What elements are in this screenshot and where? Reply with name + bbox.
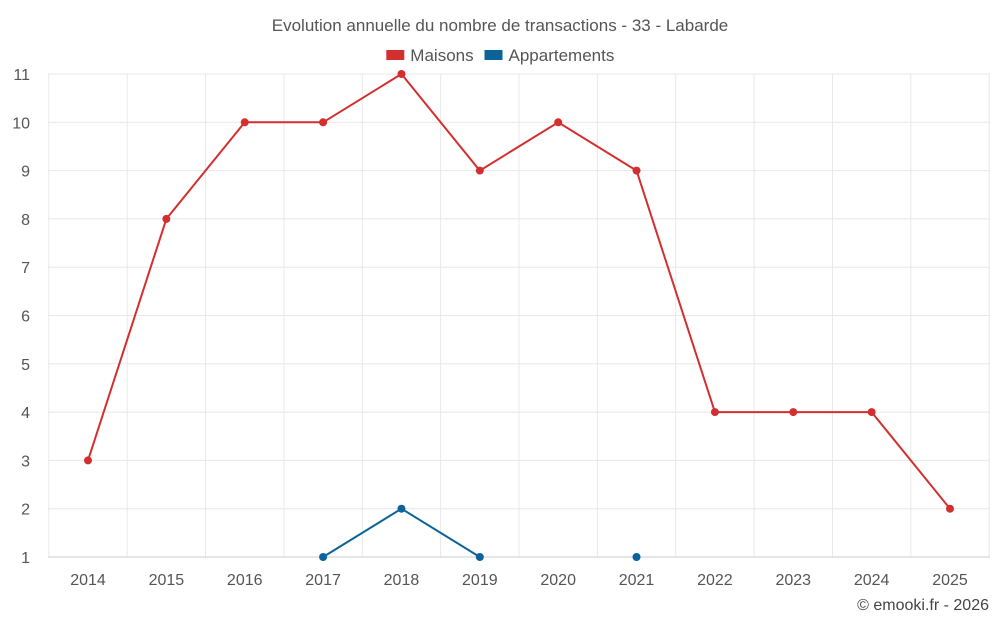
data-point-maisons[interactable]	[240, 118, 249, 127]
y-tick-label: 6	[21, 309, 30, 326]
chart-title: Evolution annuelle du nombre de transact…	[272, 16, 728, 35]
data-point-appartements[interactable]	[397, 504, 406, 513]
legend-label: Appartements	[509, 46, 615, 65]
legend-swatch	[386, 50, 405, 60]
y-axis: 1 2 3 4 5 6 7 8 9 10 11	[12, 67, 30, 567]
y-tick-label: 11	[13, 67, 30, 84]
y-tick-label: 7	[21, 260, 30, 277]
y-tick-label: 2	[21, 502, 30, 519]
data-point-maisons[interactable]	[710, 408, 719, 417]
x-tick-label: 2020	[540, 572, 576, 589]
data-point-maisons[interactable]	[319, 118, 328, 127]
legend-label: Maisons	[410, 46, 473, 65]
x-tick-label: 2015	[149, 572, 185, 589]
y-tick-label: 10	[12, 115, 30, 132]
x-tick-label: 2014	[70, 572, 106, 589]
series-line-maisons	[87, 73, 951, 510]
data-point-maisons[interactable]	[789, 408, 798, 417]
y-tick-label: 9	[21, 164, 30, 181]
legend-item-appartements[interactable]: Appartements	[484, 46, 615, 65]
legend-swatch	[484, 50, 503, 60]
x-tick-label: 2021	[619, 572, 655, 589]
data-point-maisons[interactable]	[162, 214, 171, 223]
x-tick-label: 2025	[932, 572, 968, 589]
data-point-maisons[interactable]	[397, 70, 406, 78]
legend: Maisons Appartements	[386, 46, 614, 65]
x-tick-label: 2023	[775, 572, 811, 589]
data-point-appartements[interactable]	[632, 553, 641, 561]
data-point-appartements[interactable]	[319, 553, 328, 561]
series-layer	[84, 70, 954, 561]
series-line-appartements	[322, 507, 481, 558]
data-point-maisons[interactable]	[867, 408, 876, 417]
x-tick-label: 2018	[384, 572, 420, 589]
data-point-maisons[interactable]	[554, 118, 563, 127]
y-tick-label: 8	[21, 212, 30, 229]
legend-item-maisons[interactable]: Maisons	[386, 46, 474, 65]
x-tick-label: 2024	[854, 572, 890, 589]
credit-text: © emooki.fr - 2026	[857, 597, 989, 614]
data-point-maisons[interactable]	[475, 166, 484, 175]
y-tick-label: 4	[21, 405, 30, 422]
y-tick-label: 3	[21, 453, 30, 470]
y-tick-label: 1	[21, 550, 30, 567]
data-point-maisons[interactable]	[946, 504, 954, 513]
series-maisons	[84, 70, 954, 513]
data-point-maisons[interactable]	[84, 456, 92, 465]
x-axis: 2014 2015 2016 2017 2018 2019 2020 2021 2022 2023…	[70, 572, 968, 589]
x-tick-label: 2019	[462, 572, 498, 589]
data-point-maisons[interactable]	[632, 166, 641, 175]
y-tick-label: 5	[21, 357, 30, 374]
x-tick-label: 2017	[305, 572, 341, 589]
x-tick-label: 2016	[227, 572, 263, 589]
data-point-appartements[interactable]	[475, 553, 484, 561]
x-tick-label: 2022	[697, 572, 733, 589]
grid	[48, 73, 990, 558]
series-appartements	[319, 504, 641, 561]
